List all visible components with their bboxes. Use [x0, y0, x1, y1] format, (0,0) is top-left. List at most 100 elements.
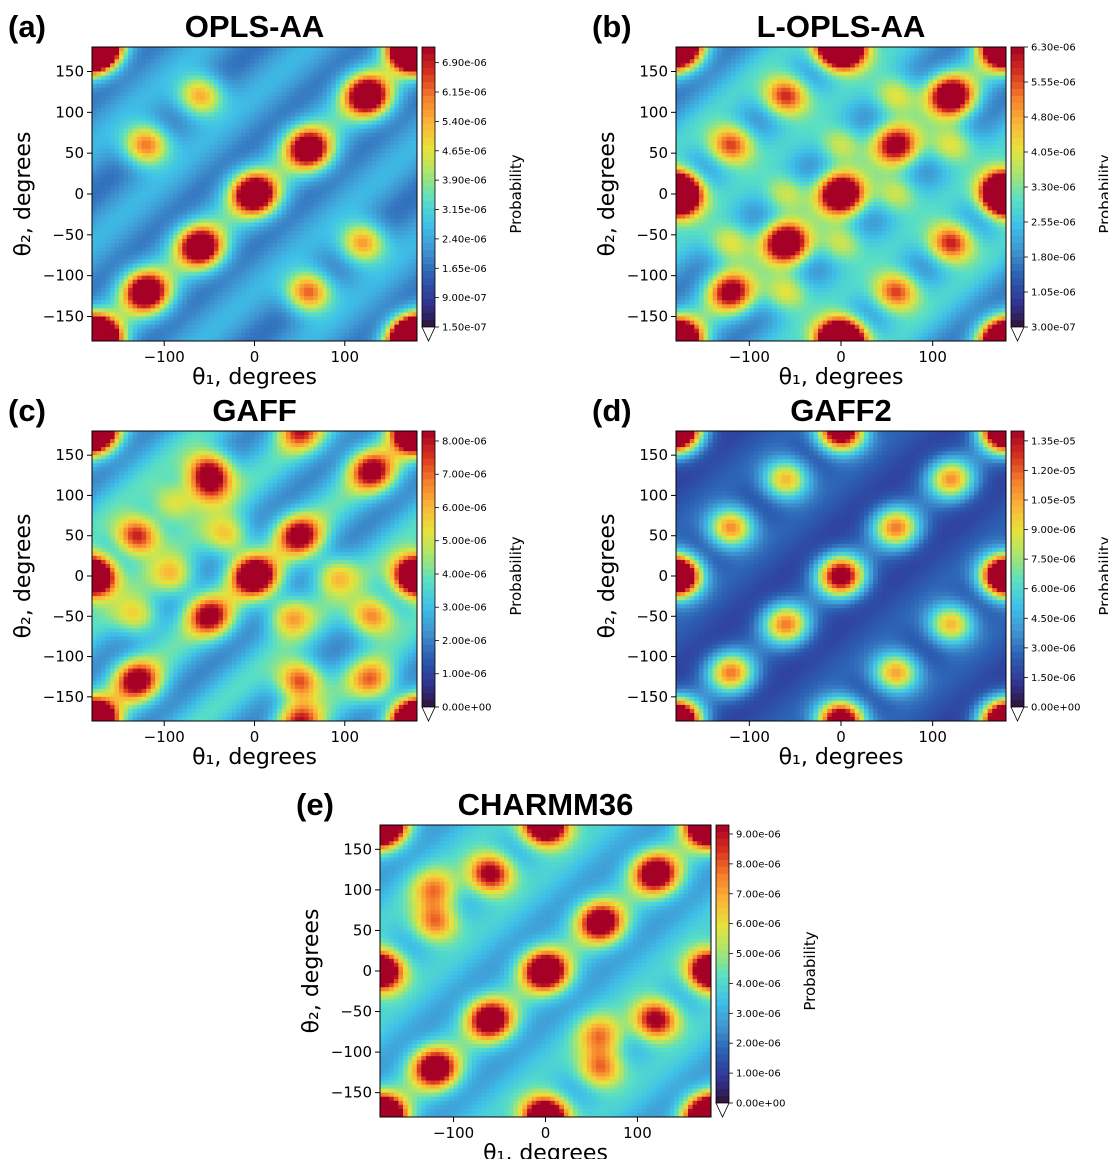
- heatmap-cell: [317, 55, 323, 60]
- heatmap-cell: [268, 226, 274, 232]
- heatmap-cell: [137, 279, 143, 285]
- heatmap-cell: [376, 247, 382, 252]
- heatmap-cell: [322, 173, 328, 179]
- heatmap-cell: [263, 296, 269, 301]
- heatmap-cell: [218, 308, 224, 314]
- heatmap-cell: [137, 140, 143, 146]
- heatmap-cell: [277, 324, 283, 330]
- heatmap-cell: [119, 234, 125, 240]
- heatmap-cell: [245, 198, 251, 203]
- heatmap-cell: [362, 279, 368, 285]
- heatmap-cell: [236, 283, 242, 289]
- heatmap-cell: [277, 87, 283, 93]
- heatmap-cell: [254, 51, 260, 56]
- heatmap-cell: [200, 124, 206, 130]
- heatmap-cell: [128, 247, 134, 252]
- heatmap-cell: [398, 173, 405, 179]
- heatmap-cell: [204, 59, 210, 64]
- heatmap-cell: [385, 202, 391, 207]
- heatmap-cell: [398, 308, 405, 314]
- heatmap-cell: [380, 251, 386, 256]
- heatmap-cell: [304, 300, 310, 305]
- heatmap-cell: [227, 173, 233, 179]
- heatmap-cell: [164, 263, 170, 269]
- heatmap-cell: [398, 226, 405, 232]
- heatmap-cell: [304, 255, 310, 260]
- heatmap-cell: [358, 210, 364, 216]
- heatmap-cell: [367, 279, 373, 285]
- heatmap-cell: [344, 91, 350, 97]
- heatmap-cell: [286, 185, 292, 191]
- heatmap-cell: [259, 230, 265, 236]
- heatmap-cell: [286, 230, 292, 236]
- heatmap-cell: [313, 198, 319, 203]
- heatmap-cell: [150, 75, 156, 81]
- heatmap-cell: [146, 226, 152, 232]
- heatmap-cell: [123, 96, 129, 101]
- heatmap-cell: [322, 181, 328, 187]
- heatmap-cell: [101, 79, 107, 85]
- heatmap-cell: [313, 292, 319, 297]
- heatmap-cell: [245, 63, 251, 69]
- heatmap-cell: [340, 108, 346, 113]
- heatmap-cell: [155, 230, 161, 236]
- heatmap-cell: [101, 67, 107, 73]
- heatmap-cell: [394, 67, 400, 73]
- heatmap-cell: [313, 149, 319, 154]
- heatmap-cell: [218, 79, 224, 85]
- heatmap-cell: [268, 206, 274, 211]
- heatmap-cell: [367, 108, 373, 113]
- heatmap-cell: [326, 112, 332, 118]
- heatmap-cell: [173, 283, 179, 289]
- heatmap-cell: [92, 91, 98, 97]
- heatmap-cell: [141, 96, 147, 101]
- heatmap-cell: [110, 206, 116, 211]
- heatmap-cell: [182, 47, 188, 52]
- heatmap-cell: [304, 71, 310, 77]
- heatmap-cell: [394, 128, 400, 134]
- heatmap-cell: [326, 47, 332, 52]
- heatmap-cell: [322, 238, 328, 244]
- heatmap-cell: [398, 91, 405, 97]
- heatmap-cell: [281, 120, 287, 126]
- heatmap-cell: [231, 210, 238, 216]
- heatmap-cell: [353, 161, 359, 167]
- heatmap-cell: [358, 96, 364, 101]
- heatmap-cell: [128, 169, 134, 175]
- heatmap-cell: [353, 206, 359, 211]
- heatmap-cell: [96, 247, 102, 252]
- heatmap-cell: [281, 55, 287, 60]
- heatmap-cell: [141, 328, 147, 334]
- heatmap-cell: [204, 51, 210, 56]
- heatmap-cell: [114, 202, 120, 207]
- heatmap-cell: [313, 332, 319, 338]
- heatmap-cell: [362, 267, 368, 273]
- heatmap-cell: [299, 79, 305, 85]
- heatmap-cell: [304, 83, 310, 89]
- heatmap-cell: [231, 222, 238, 228]
- heatmap-cell: [236, 316, 242, 322]
- heatmap-cell: [249, 145, 256, 150]
- heatmap-cell: [394, 324, 400, 330]
- heatmap-cell: [150, 234, 156, 240]
- heatmap-cell: [150, 259, 156, 265]
- heatmap-cell: [209, 173, 215, 179]
- heatmap-cell: [367, 87, 373, 93]
- heatmap-cell: [114, 271, 120, 277]
- heatmap-cell: [344, 312, 350, 318]
- heatmap-cell: [389, 189, 396, 195]
- heatmap-cell: [259, 202, 265, 207]
- heatmap-cell: [150, 283, 156, 289]
- heatmap-cell: [123, 328, 129, 334]
- heatmap-cell: [398, 238, 405, 244]
- heatmap-cell: [263, 100, 269, 105]
- heatmap-cell: [344, 71, 350, 77]
- heatmap-cell: [168, 234, 174, 240]
- heatmap-cell: [222, 218, 229, 224]
- heatmap-cell: [137, 194, 143, 199]
- heatmap-cell: [277, 332, 283, 338]
- heatmap-cell: [344, 75, 350, 81]
- heatmap-cell: [123, 75, 129, 81]
- heatmap-cell: [326, 189, 332, 195]
- heatmap-cell: [159, 222, 165, 228]
